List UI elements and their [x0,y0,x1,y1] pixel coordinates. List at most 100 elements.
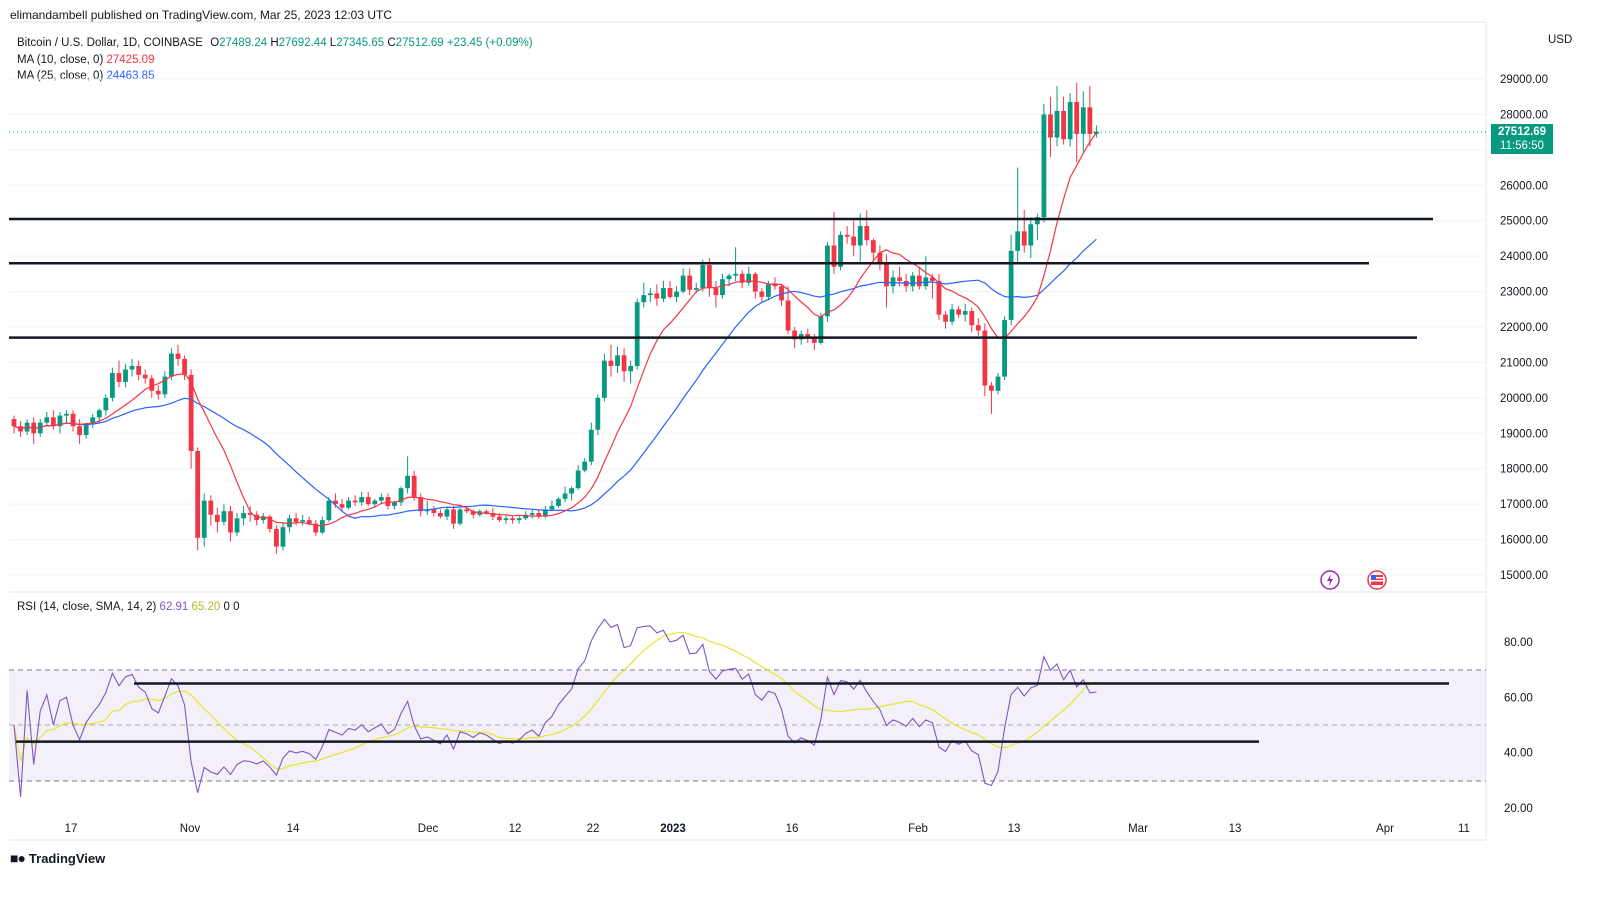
candle-body [1054,110,1060,138]
candle-body [956,309,962,315]
candle-body [221,511,227,522]
candle-body [588,429,594,462]
candle-body [457,509,463,524]
time-tick-label: 11 [1458,823,1470,835]
candle-body [982,330,988,386]
ma10-label[interactable]: MA (10, close, 0) [17,53,104,66]
candle-body [746,273,752,283]
candle-body [772,284,778,287]
candle-body [149,378,155,391]
candle-body [208,500,214,515]
candle-body [818,316,824,343]
candle-body [870,240,876,253]
candle-body [182,358,187,375]
last-price-tag: 27512.69 11:56:50 [1491,124,1553,154]
candle-body [313,523,319,533]
us-flag-event-icon[interactable] [1367,570,1387,590]
rsi-tick-label: 60.00 [1504,692,1533,704]
candle-body [241,513,246,519]
time-tick-label: 22 [587,823,600,835]
candle-body [274,528,279,547]
candle-body [621,355,627,372]
candle-body [123,369,128,382]
price-tick-label: 28000.00 [1500,109,1548,121]
candle-body [267,516,273,529]
rsi-value: 62.91 [159,601,189,613]
candle-body [962,311,968,315]
candle-body [556,498,561,506]
candle-body [398,488,404,503]
candle-body [411,475,417,498]
price-tick-label: 15000.00 [1500,570,1548,582]
publisher-attribution: elimandambell published on TradingView.c… [10,8,392,22]
candle-body [464,509,470,512]
price-tick-label: 26000.00 [1500,180,1548,192]
candle-body [1067,102,1073,140]
candle-body [916,275,922,287]
candle-body [83,424,89,436]
candle-body [661,288,666,299]
close-label: C [387,37,396,49]
candle-body [50,417,56,427]
candle-body [752,273,758,292]
price-tick-label: 17000.00 [1500,499,1548,511]
candle-body [838,234,843,267]
candle-body [700,265,706,289]
price-tick-label: 20000.00 [1500,393,1548,405]
tradingview-brand[interactable]: ■● TradingView [10,850,105,866]
candle-body [339,504,345,508]
candle-body [687,275,693,290]
candle-body [549,505,555,510]
candle-body [713,288,719,296]
symbol-label[interactable]: Bitcoin / U.S. Dollar, 1D, COINBASE [17,37,203,49]
candle-body [162,376,168,395]
candle-body [319,520,325,533]
last-price-value: 27512.69 [1498,126,1546,138]
candle-body [483,511,489,513]
candle-body [766,284,771,297]
candle-body [516,518,522,521]
rsi-label[interactable]: RSI (14, close, SMA, 14, 2) [17,601,157,613]
candle-body [779,286,784,301]
candle-body [254,514,260,521]
candle-body [641,295,647,303]
currency-label[interactable]: USD [1548,34,1573,46]
candle-body [346,500,351,508]
candle-body [77,426,82,436]
candle-body [136,365,142,375]
candle-body [57,415,63,427]
price-tick-label: 22000.00 [1500,322,1548,334]
price-tick-label: 29000.00 [1500,74,1548,86]
candle-body [989,385,994,391]
ma10-line [13,132,1097,527]
price-axis-ticks: 29000.0028000.0027000.0026000.0025000.00… [9,74,1548,582]
candle-body [1061,110,1066,140]
candle-body [785,300,791,331]
lightning-event-icon[interactable] [1320,570,1340,590]
candle-body [1074,102,1080,134]
candle-body [44,417,50,423]
price-tick-label: 19000.00 [1500,428,1548,440]
candle-body [884,263,889,287]
candle-body [805,334,811,338]
candle-body [326,500,332,521]
candle-body [569,488,574,494]
time-tick-label: 16 [786,823,799,835]
time-tick-label: 14 [287,823,300,835]
candle-body [693,288,699,290]
candle-body [188,374,194,451]
candle-body [234,518,240,533]
candle-body [11,419,17,427]
candle-body [667,288,673,297]
candle-body [293,518,299,522]
close-value: 27512.69 [395,37,444,49]
rsi-tick-label: 40.00 [1504,748,1533,760]
time-tick-label: 17 [65,823,78,835]
candle-body [438,513,443,517]
candle-body [877,252,883,264]
candle-body [90,417,96,425]
candle-body [674,291,679,297]
change-value: +23.45 (+0.09%) [446,37,533,49]
candle-body [857,226,863,246]
